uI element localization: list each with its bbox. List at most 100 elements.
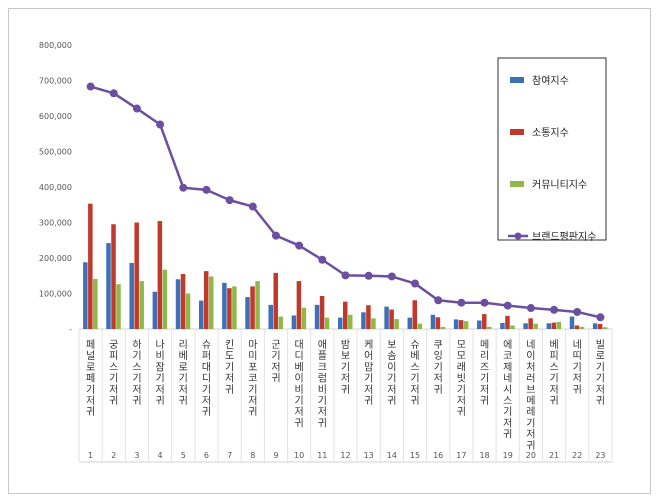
bar-1 (546, 323, 552, 329)
category-index-label: 13 (364, 451, 374, 460)
category-index-label: 2 (111, 451, 116, 460)
y-tick-label: 400,000 (39, 183, 72, 192)
brand-index-point (364, 271, 373, 280)
bar-1 (338, 317, 343, 329)
category-index-label: 22 (572, 451, 582, 460)
bar-1 (523, 323, 528, 329)
brand-index-point (225, 196, 234, 205)
bar-3 (93, 278, 98, 329)
y-tick-label: 800,000 (39, 41, 72, 50)
category-index-label: 5 (181, 451, 186, 460)
category-index-label: 19 (503, 451, 513, 460)
bar-1 (361, 312, 366, 329)
bar-2 (88, 203, 93, 329)
bar-2 (482, 314, 487, 329)
bar-3 (440, 326, 446, 329)
brand-index-point (248, 202, 257, 211)
bar-2 (203, 271, 209, 329)
legend-box (497, 57, 607, 241)
bar-3 (417, 323, 423, 329)
bar-2 (273, 272, 278, 329)
bar-3 (324, 317, 330, 329)
bar-1 (500, 322, 505, 329)
brand-index-point (132, 104, 141, 113)
category-index-label: 4 (158, 451, 163, 460)
brand-index-point (318, 255, 327, 264)
bar-2 (366, 305, 371, 329)
y-tick-label: 300,000 (39, 219, 72, 228)
legend-swatch-marker (514, 232, 522, 240)
category-index-label: 16 (433, 451, 443, 460)
bar-1 (268, 304, 273, 329)
legend-swatch (510, 181, 524, 187)
brand-index-point (271, 231, 280, 240)
bar-2 (412, 300, 418, 329)
bar-2 (134, 222, 139, 329)
bar-2 (389, 309, 394, 329)
category-index-label: 3 (134, 451, 139, 460)
category-index-label: 18 (479, 451, 489, 460)
brand-index-point (341, 271, 350, 280)
legend-label: 브랜드평판지수 (532, 231, 596, 243)
brand-index-point (156, 120, 165, 129)
bar-1 (152, 291, 158, 329)
bar-3 (278, 316, 283, 329)
y-tick-label: - (69, 325, 72, 334)
brand-index-point (434, 296, 443, 305)
bar-3 (463, 321, 469, 329)
category-index-label: 23 (595, 451, 605, 460)
brand-index-point (295, 241, 304, 250)
brand-index-point (387, 272, 396, 281)
category-index-label: 7 (227, 451, 232, 460)
category-index-label: 20 (526, 451, 536, 460)
legend-label: 커뮤니티지수 (532, 179, 587, 191)
y-tick-label: 500,000 (39, 148, 72, 157)
bar-3 (301, 307, 307, 329)
bar-1 (175, 279, 181, 329)
bar-3 (579, 326, 585, 329)
y-tick-label: 600,000 (39, 112, 72, 121)
category-index-label: 11 (317, 451, 327, 460)
bar-2 (528, 318, 533, 329)
bar-2 (111, 224, 116, 329)
bar-1 (291, 315, 297, 329)
brand-index-point (503, 301, 512, 310)
bar-1 (407, 317, 413, 329)
bar-1 (384, 306, 389, 329)
category-index-label: 12 (340, 451, 350, 460)
category-index-label: 15 (410, 451, 420, 460)
bar-1 (106, 243, 111, 329)
brand-index-point (179, 183, 188, 192)
brand-index-point (411, 279, 420, 288)
y-tick-label: 100,000 (39, 290, 72, 299)
brand-index-point (109, 89, 118, 98)
bar-3 (510, 325, 515, 329)
category-index-label: 17 (456, 451, 466, 460)
y-tick-label: 700,000 (39, 77, 72, 86)
bar-2 (551, 322, 557, 329)
bar-1 (592, 323, 598, 329)
bar-1 (430, 314, 436, 329)
bar-3 (232, 286, 237, 329)
bar-3 (602, 327, 608, 329)
bar-3 (185, 293, 191, 329)
bar-1 (129, 262, 134, 329)
brand-index-point (480, 298, 489, 307)
bar-2 (574, 325, 580, 329)
brand-index-point (457, 298, 466, 307)
